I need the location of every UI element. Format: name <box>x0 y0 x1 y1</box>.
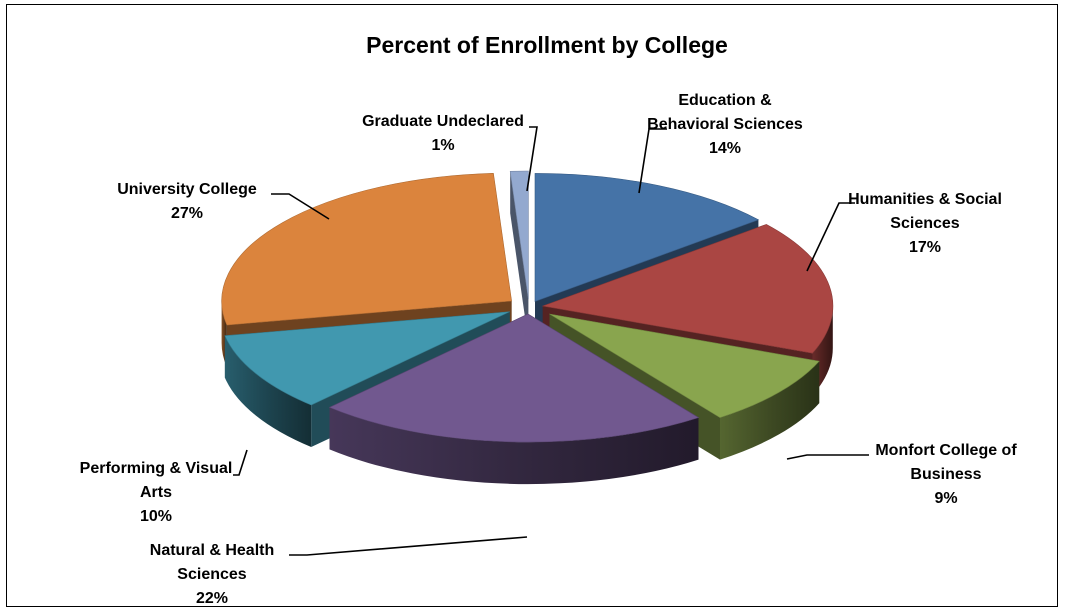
slice-percent-label: 9% <box>934 490 957 507</box>
slice-top-face <box>534 173 760 302</box>
slice-name-label: Sciences <box>890 215 959 232</box>
slice-name-label: Natural & Health <box>150 542 274 559</box>
slice-name-label: Arts <box>140 484 172 501</box>
slice-outer-wall <box>720 361 820 460</box>
pie-slice-3 <box>328 313 700 485</box>
slice-labels: Education & Behavioral Sciences 14% Humanit… <box>80 92 1018 606</box>
leader-line <box>289 536 528 556</box>
slice-top-face <box>221 172 512 326</box>
slice-name-label: Sciences <box>177 566 246 583</box>
slice-top-face <box>509 170 529 300</box>
slice-top-face <box>541 224 834 354</box>
slice-name-label: Performing & Visual <box>80 460 233 477</box>
slice-percent-label: 17% <box>909 239 941 256</box>
slice-label: University College 27% <box>117 181 257 222</box>
leader-line <box>233 449 248 476</box>
leader-lines <box>233 126 869 556</box>
chart-title: Percent of Enrollment by College <box>366 32 728 58</box>
leader-line <box>526 126 538 192</box>
slice-percent-label: 14% <box>709 140 741 157</box>
chart-frame: Percent of Enrollment by College Educati… <box>6 4 1058 607</box>
slice-outer-wall <box>329 407 699 485</box>
slice-percent-label: 22% <box>196 590 228 606</box>
slice-name-label: University College <box>117 181 257 198</box>
slice-name-label: Behavioral Sciences <box>647 116 803 133</box>
leader-line <box>806 202 855 272</box>
slice-name-label: Humanities & Social <box>848 191 1002 208</box>
slice-percent-label: 10% <box>140 508 172 525</box>
slice-label: Graduate Undeclared 1% <box>362 113 524 154</box>
slice-label: Natural & Health Sciences 22% <box>150 542 274 606</box>
slice-label: Performing & Visual Arts 10% <box>80 460 233 525</box>
pie-slices <box>221 170 834 485</box>
pie-chart: Percent of Enrollment by College Educati… <box>80 32 1018 606</box>
pie-slice-6 <box>509 170 529 342</box>
slice-label: Humanities & Social Sciences 17% <box>848 191 1002 256</box>
slice-top-face <box>224 311 510 406</box>
slice-side-wall <box>510 171 529 342</box>
slice-percent-label: 27% <box>171 205 203 222</box>
slice-name-label: Education & <box>678 92 772 109</box>
slice-outer-wall <box>224 335 312 447</box>
leader-line <box>271 193 330 220</box>
slice-top-face <box>328 313 700 443</box>
slice-name-label: Graduate Undeclared <box>362 113 524 130</box>
leader-line <box>638 128 667 194</box>
slice-name-label: Business <box>910 466 981 483</box>
slice-top-face <box>549 313 820 418</box>
slice-name-label: Monfort College of <box>875 442 1017 459</box>
leader-line <box>786 454 869 460</box>
slice-label: Education & Behavioral Sciences 14% <box>647 92 803 157</box>
slice-label: Monfort College of Business 9% <box>875 442 1017 507</box>
slice-percent-label: 1% <box>431 137 454 154</box>
